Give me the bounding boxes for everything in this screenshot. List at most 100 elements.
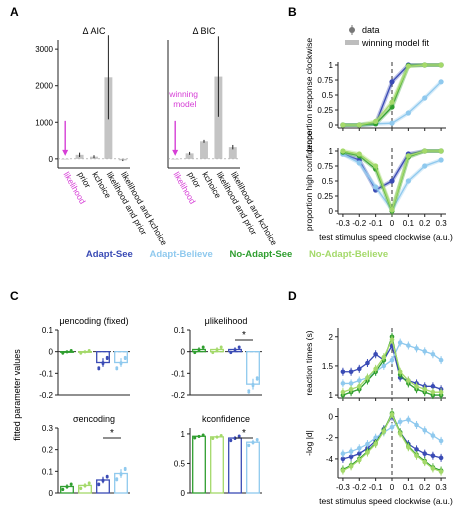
data-point-noadapt-believe [373, 163, 379, 169]
subject-point [233, 348, 237, 351]
data-point-adapt-see [365, 360, 370, 366]
y-tick-label: 0 [329, 121, 334, 130]
subject-point [219, 434, 223, 437]
data-point-noadapt-believe [414, 384, 419, 389]
x-tick-label: -0.3 [336, 219, 350, 228]
data-point-adapt-believe [340, 381, 346, 386]
panel-c: C fitted parameter values μencoding (fix… [10, 289, 262, 498]
chart-title: μlikelihood [205, 316, 248, 326]
panel-a: A Δ AIC0100020003000likelihoodpriorkchoi… [10, 5, 279, 247]
y-tick-label: 0 [329, 412, 334, 421]
subject-point [83, 350, 87, 354]
subject-point [193, 436, 197, 440]
data-point-adapt-believe [438, 79, 444, 85]
panel-d: D 1 1.5 2 reaction times (s) 0 -2 -4 -log |d| -… [288, 289, 453, 506]
data-point-adapt-believe [438, 438, 444, 444]
data-point-adapt-believe [373, 435, 378, 440]
subject-point [119, 361, 123, 364]
bar-noadapt-believe [210, 436, 224, 494]
y-tick-label: -0.2 [39, 391, 53, 400]
x-tick-label: 0.2 [419, 219, 431, 228]
data-point-noadapt-believe [405, 63, 411, 69]
subject-point [101, 361, 105, 364]
data-point-adapt-believe [406, 417, 411, 422]
data-point-adapt-believe [397, 340, 403, 345]
y-tick-label: 3000 [35, 45, 53, 54]
sigma-encoding-chart: σencoding 0.3 0.2 0.1 0 * [42, 414, 130, 498]
legend-adapt-believe: Adapt-Believe [149, 249, 213, 260]
subject-point [219, 345, 223, 349]
data-point-noadapt-believe [365, 450, 370, 455]
condition-legend: Adapt-See Adapt-Believe No-Adapt-See No-… [0, 249, 474, 260]
panel-b: B data winning model fit 0 0.25 0.5 0.75 1 pro… [288, 5, 453, 242]
subject-point [87, 481, 91, 485]
subject-point [97, 366, 101, 370]
subject-point [229, 350, 233, 354]
y-tick-label: 0.25 [317, 192, 333, 201]
subject-point [255, 437, 259, 441]
chart-title: Δ BIC [192, 26, 216, 36]
panel-letter-b: B [288, 5, 297, 19]
y-tick-label: 0.1 [42, 326, 54, 335]
k-confidence-chart: kconfidence 1 0.5 0 * [174, 414, 262, 498]
data-point-noadapt-believe [389, 337, 395, 342]
data-point-adapt-see [373, 351, 378, 357]
y-tick-label: 2 [329, 333, 334, 342]
legend-label-fit: winning model fit [361, 38, 430, 48]
data-point-noadapt-believe [381, 429, 387, 434]
y-axis-label: -log |d| [304, 430, 314, 456]
panel-b-legend: data winning model fit [345, 25, 430, 48]
data-point-adapt-see [438, 455, 444, 461]
subject-point [97, 482, 101, 486]
data-point-adapt-believe [356, 446, 362, 451]
bar [61, 158, 70, 160]
subject-point [115, 366, 119, 370]
x-tick-label: 0 [390, 219, 395, 228]
data-point-adapt-believe [405, 110, 411, 116]
subject-point [123, 466, 127, 470]
y-tick-label: 0.75 [317, 76, 333, 85]
data-point-adapt-see [389, 178, 395, 184]
aic-chart: Δ AIC0100020003000likelihoodpriorkchoice… [35, 26, 169, 247]
data-point-adapt-see [356, 366, 362, 372]
data-point-adapt-believe [438, 157, 444, 163]
y-axis-label: proportion response clockwise [304, 38, 314, 153]
subject-point [197, 434, 201, 438]
y-tick-label: 1 [329, 391, 334, 400]
data-point-adapt-see [414, 447, 419, 452]
panel-letter-d: D [288, 289, 297, 303]
subject-point [79, 351, 83, 355]
y-tick-label: 0.5 [322, 91, 334, 100]
data-point-noadapt-believe [340, 148, 346, 154]
y-axis-label: reaction times (s) [304, 330, 314, 395]
data-point-noadapt-believe [340, 468, 346, 473]
y-axis-label: proportion high confidence [304, 131, 314, 231]
data-point-adapt-see [348, 454, 354, 460]
reaction-times-chart: 1 1.5 2 reaction times (s) [304, 328, 446, 401]
data-point-adapt-believe [356, 160, 362, 166]
subject-point [61, 487, 65, 491]
legend-marker-fit [345, 40, 359, 45]
legend-adapt-see: Adapt-See [85, 249, 133, 260]
data-point-noadapt-believe [438, 389, 444, 395]
data-point-noadapt-believe [356, 151, 362, 157]
x-tick-label: 0.2 [419, 483, 431, 492]
bar [200, 141, 208, 159]
subject-point [247, 443, 251, 447]
subject-point [251, 382, 255, 386]
y-tick-label: 0.5 [322, 177, 334, 186]
subject-point [197, 348, 201, 351]
x-tick-label: -0.2 [352, 483, 366, 492]
data-point-noadapt-believe [373, 441, 378, 447]
data-point-adapt-believe [389, 357, 395, 363]
data-point-adapt-believe [430, 351, 436, 357]
data-point-noadapt-believe [373, 366, 378, 372]
data-point-noadapt-believe [389, 207, 395, 213]
chart-title: σencoding [73, 414, 115, 424]
subject-point [65, 350, 69, 354]
data-point-adapt-believe [340, 451, 346, 456]
x-tick-label: 0.3 [436, 219, 448, 228]
subject-point [211, 350, 215, 354]
response-clockwise-chart: 0 0.25 0.5 0.75 1 proportion response clockwi… [304, 38, 446, 153]
